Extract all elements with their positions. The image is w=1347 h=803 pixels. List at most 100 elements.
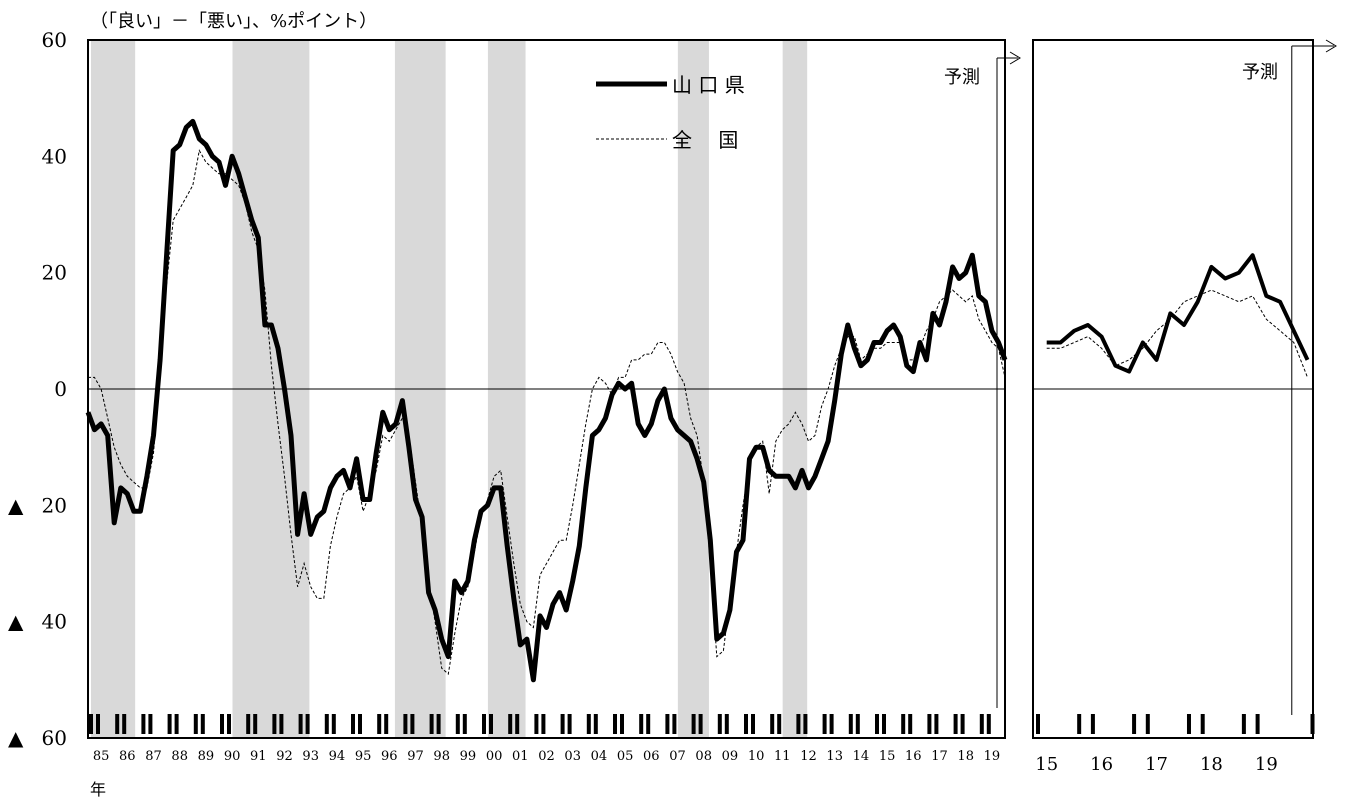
zoom-x-tick-label: 16: [1090, 754, 1113, 775]
x-tick-label: 01: [512, 749, 529, 764]
zoom-tick-mark: [1310, 714, 1315, 734]
year-tick-mark: [953, 714, 958, 734]
year-tick-mark: [122, 714, 127, 734]
year-tick-mark: [141, 714, 146, 734]
zoom-tick-mark: [1077, 714, 1082, 734]
x-tick-label: 96: [381, 749, 398, 764]
x-tick-label: 10: [748, 749, 765, 764]
year-tick-mark: [167, 714, 172, 734]
year-tick-mark: [482, 714, 486, 734]
year-tick-mark: [331, 714, 336, 734]
year-tick-mark: [620, 714, 624, 734]
year-tick-mark: [220, 714, 224, 734]
y-axis-label: （「良い」－「悪い」、%ポイント）: [90, 11, 377, 32]
zoom-x-tick-label: 17: [1145, 754, 1168, 775]
year-tick-mark: [979, 714, 984, 734]
main-chart: 60 40 20 0 ▲ 20 ▲ 40 ▲ 60 85 86 87 88 89 90 91 92 93 94 95 96…: [8, 28, 1021, 764]
x-tick-label: 93: [302, 749, 319, 764]
year-tick-mark: [593, 714, 598, 734]
year-tick-mark: [960, 714, 965, 734]
year-tick-mark: [717, 714, 722, 734]
year-tick-mark: [298, 714, 303, 734]
zoom-tick-mark: [1186, 714, 1191, 734]
x-tick-label: 92: [276, 749, 293, 764]
x-axis-label: 年: [90, 780, 106, 799]
x-tick-label: 11: [774, 749, 791, 764]
x-tick-label: 90: [224, 749, 241, 764]
year-tick-mark: [89, 714, 93, 734]
year-tick-mark: [227, 714, 231, 734]
year-tick-mark: [324, 714, 329, 734]
year-tick-mark: [272, 714, 277, 734]
y-tick-label: 60: [42, 726, 67, 750]
zoom-x-tick-label: 19: [1255, 754, 1278, 775]
year-tick-mark: [751, 714, 755, 734]
zoom-tick-mark: [1090, 714, 1095, 734]
zoom-tick-mark: [1145, 714, 1150, 734]
series-line-national: [88, 149, 1006, 675]
zoom-tick-mark: [1036, 714, 1040, 734]
year-tick-mark: [848, 714, 853, 734]
year-tick-mark: [927, 714, 932, 734]
zoom-series-line-yamaguchi: [1046, 253, 1310, 374]
year-tick-mark: [429, 714, 434, 734]
year-tick-mark: [901, 714, 906, 734]
x-tick-label: 85: [93, 749, 110, 764]
year-tick-mark: [691, 714, 696, 734]
x-tick-label: 07: [669, 749, 686, 764]
x-tick-label: 05: [617, 749, 634, 764]
zoom-tick-mark: [1255, 714, 1260, 734]
zoom-forecast-arrowhead: [1325, 39, 1337, 53]
year-tick-mark: [777, 714, 782, 734]
legend-label-yamaguchi: 山 口 県: [672, 73, 745, 97]
x-tick-label: 12: [800, 749, 817, 764]
x-tick-label: 17: [931, 749, 948, 764]
year-tick-mark: [541, 714, 546, 734]
forecast-label: 予測: [944, 67, 980, 88]
x-tick-label: 02: [538, 749, 555, 764]
year-tick-mark: [822, 714, 827, 734]
year-tick-mark: [174, 714, 179, 734]
year-tick-mark: [560, 714, 565, 734]
x-tick-label: 87: [145, 749, 162, 764]
year-tick-mark: [377, 714, 382, 734]
year-tick-mark: [462, 714, 467, 734]
year-tick-mark: [410, 714, 415, 734]
year-tick-mark: [246, 714, 251, 734]
y-tick-label: 0: [54, 377, 67, 401]
y-tick-label: 20: [42, 493, 67, 517]
x-tick-label: 89: [198, 749, 215, 764]
year-tick-mark: [665, 714, 670, 734]
year-tick-mark: [672, 714, 677, 734]
year-tick-mark: [698, 714, 703, 734]
zoom-tick-mark: [1132, 714, 1137, 734]
year-tick-mark: [908, 714, 913, 734]
year-tick-mark: [351, 714, 355, 734]
year-tick-mark: [882, 714, 886, 734]
y-tick-marker: ▲: [8, 610, 24, 634]
year-tick-mark: [724, 714, 729, 734]
year-tick-mark: [96, 714, 100, 734]
year-tick-mark: [358, 714, 362, 734]
year-tick-mark: [855, 714, 860, 734]
zoom-x-tick-label: 18: [1200, 754, 1223, 775]
x-tick-label: 06: [643, 749, 660, 764]
y-tick-marker: ▲: [8, 493, 24, 517]
year-tick-mark: [613, 714, 617, 734]
year-tick-mark: [986, 714, 991, 734]
year-tick-mark: [455, 714, 460, 734]
year-tick-mark: [646, 714, 651, 734]
year-tick-mark: [279, 714, 284, 734]
x-tick-label: 97: [407, 749, 424, 764]
x-tick-label: 99: [460, 749, 477, 764]
x-tick-label: 95: [355, 749, 372, 764]
zoom-series-line-national: [1046, 289, 1308, 378]
year-tick-mark: [586, 714, 591, 734]
year-tick-mark: [744, 714, 748, 734]
year-tick-mark: [193, 714, 198, 734]
year-tick-mark: [515, 714, 520, 734]
x-tick-label: 16: [905, 749, 922, 764]
year-tick-mark: [534, 714, 539, 734]
y-tick-label: 60: [42, 28, 67, 52]
